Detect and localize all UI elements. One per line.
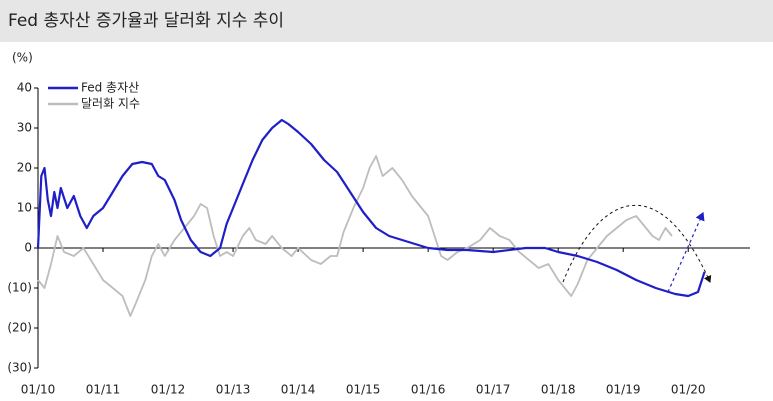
y-tick-label: (20)	[7, 321, 32, 335]
trend-arrow	[667, 211, 705, 293]
y-tick-label: 20	[17, 161, 32, 175]
series-line	[37, 155, 673, 317]
y-axis-label: (%)	[12, 51, 33, 65]
series-line	[36, 118, 706, 298]
y-tick-label: 10	[17, 201, 32, 215]
y-tick-label: 0	[24, 241, 32, 255]
trend-arrow	[562, 204, 712, 283]
x-tick-label: 01/10	[21, 383, 56, 397]
x-tick-label: 01/16	[411, 383, 446, 397]
y-tick-label: 30	[17, 121, 32, 135]
x-tick-label: 01/11	[86, 383, 121, 397]
x-tick-label: 01/19	[606, 383, 641, 397]
x-tick-label: 01/13	[216, 383, 251, 397]
x-tick-label: 01/20	[671, 383, 706, 397]
x-tick-label: 01/14	[281, 383, 316, 397]
y-tick-label: 40	[17, 81, 32, 95]
x-tick-label: 01/12	[151, 383, 186, 397]
legend-label: Fed 총자산	[81, 81, 139, 95]
x-tick-label: 01/15	[346, 383, 381, 397]
x-tick-label: 01/17	[476, 383, 511, 397]
chart-title: Fed 총자산 증가율과 달러화 지수 추이	[8, 11, 284, 31]
y-tick-label: (30)	[7, 361, 32, 375]
plot: (30) (20) (10) 0 10 20 30 40 01/10 01/11 01/12 01/1…	[7, 81, 750, 397]
legend-label: 달러화 지수	[81, 97, 140, 111]
y-tick-label: (10)	[7, 281, 32, 295]
title-bar	[0, 0, 773, 42]
x-tick-label: 01/18	[541, 383, 576, 397]
